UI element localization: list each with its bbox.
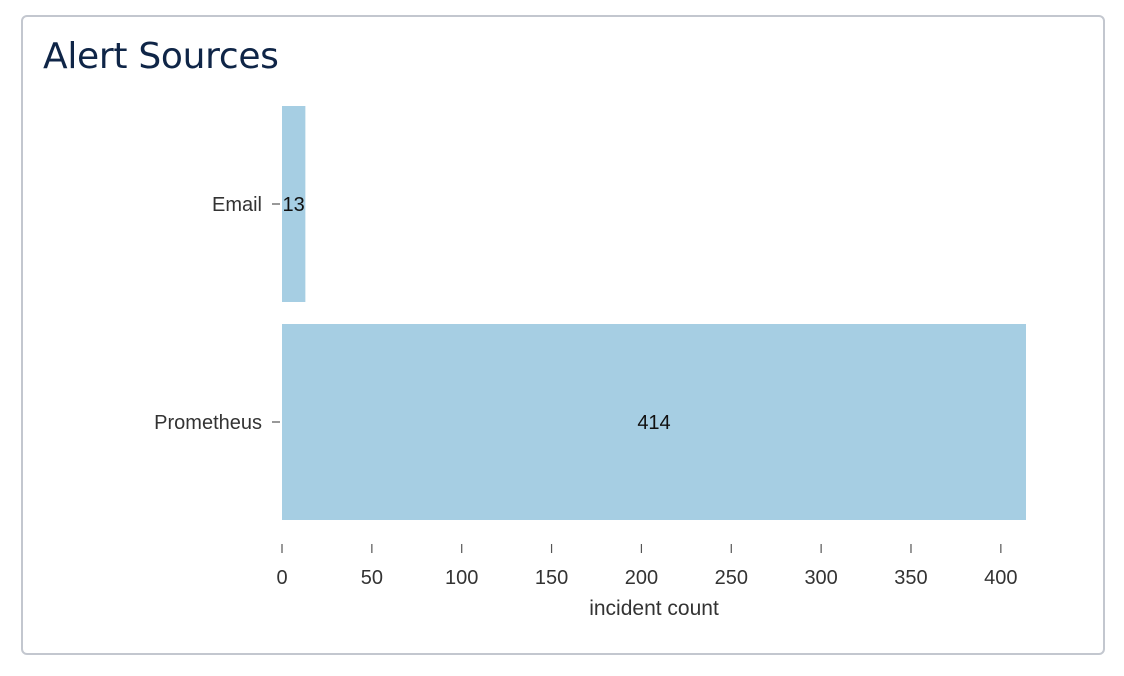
x-tick-label-250: 250 xyxy=(715,567,748,589)
bars-group xyxy=(282,106,1026,520)
x-tick-label-150: 150 xyxy=(535,567,568,589)
x-tick-label-300: 300 xyxy=(804,567,837,589)
data-labels-group: 13 414 xyxy=(283,194,671,434)
y-axis: Email Prometheus xyxy=(154,194,280,434)
x-tick-label-400: 400 xyxy=(984,567,1017,589)
bar-email xyxy=(282,106,306,302)
bar-prometheus xyxy=(282,324,1026,520)
x-tick-label-350: 350 xyxy=(894,567,927,589)
y-tick-label-prometheus: Prometheus xyxy=(154,412,262,434)
x-axis-title: incident count xyxy=(589,597,719,620)
data-label-prometheus: 414 xyxy=(637,412,670,434)
data-label-email: 13 xyxy=(283,194,305,216)
x-tick-label-200: 200 xyxy=(625,567,658,589)
x-tick-label-0: 0 xyxy=(276,567,287,589)
x-tick-label-100: 100 xyxy=(445,567,478,589)
y-tick-label-email: Email xyxy=(212,194,262,216)
card-title: Alert Sources xyxy=(43,36,279,77)
x-tick-label-50: 50 xyxy=(361,567,383,589)
x-axis: 0 50 100 150 200 250 300 350 400 xyxy=(276,544,1018,589)
